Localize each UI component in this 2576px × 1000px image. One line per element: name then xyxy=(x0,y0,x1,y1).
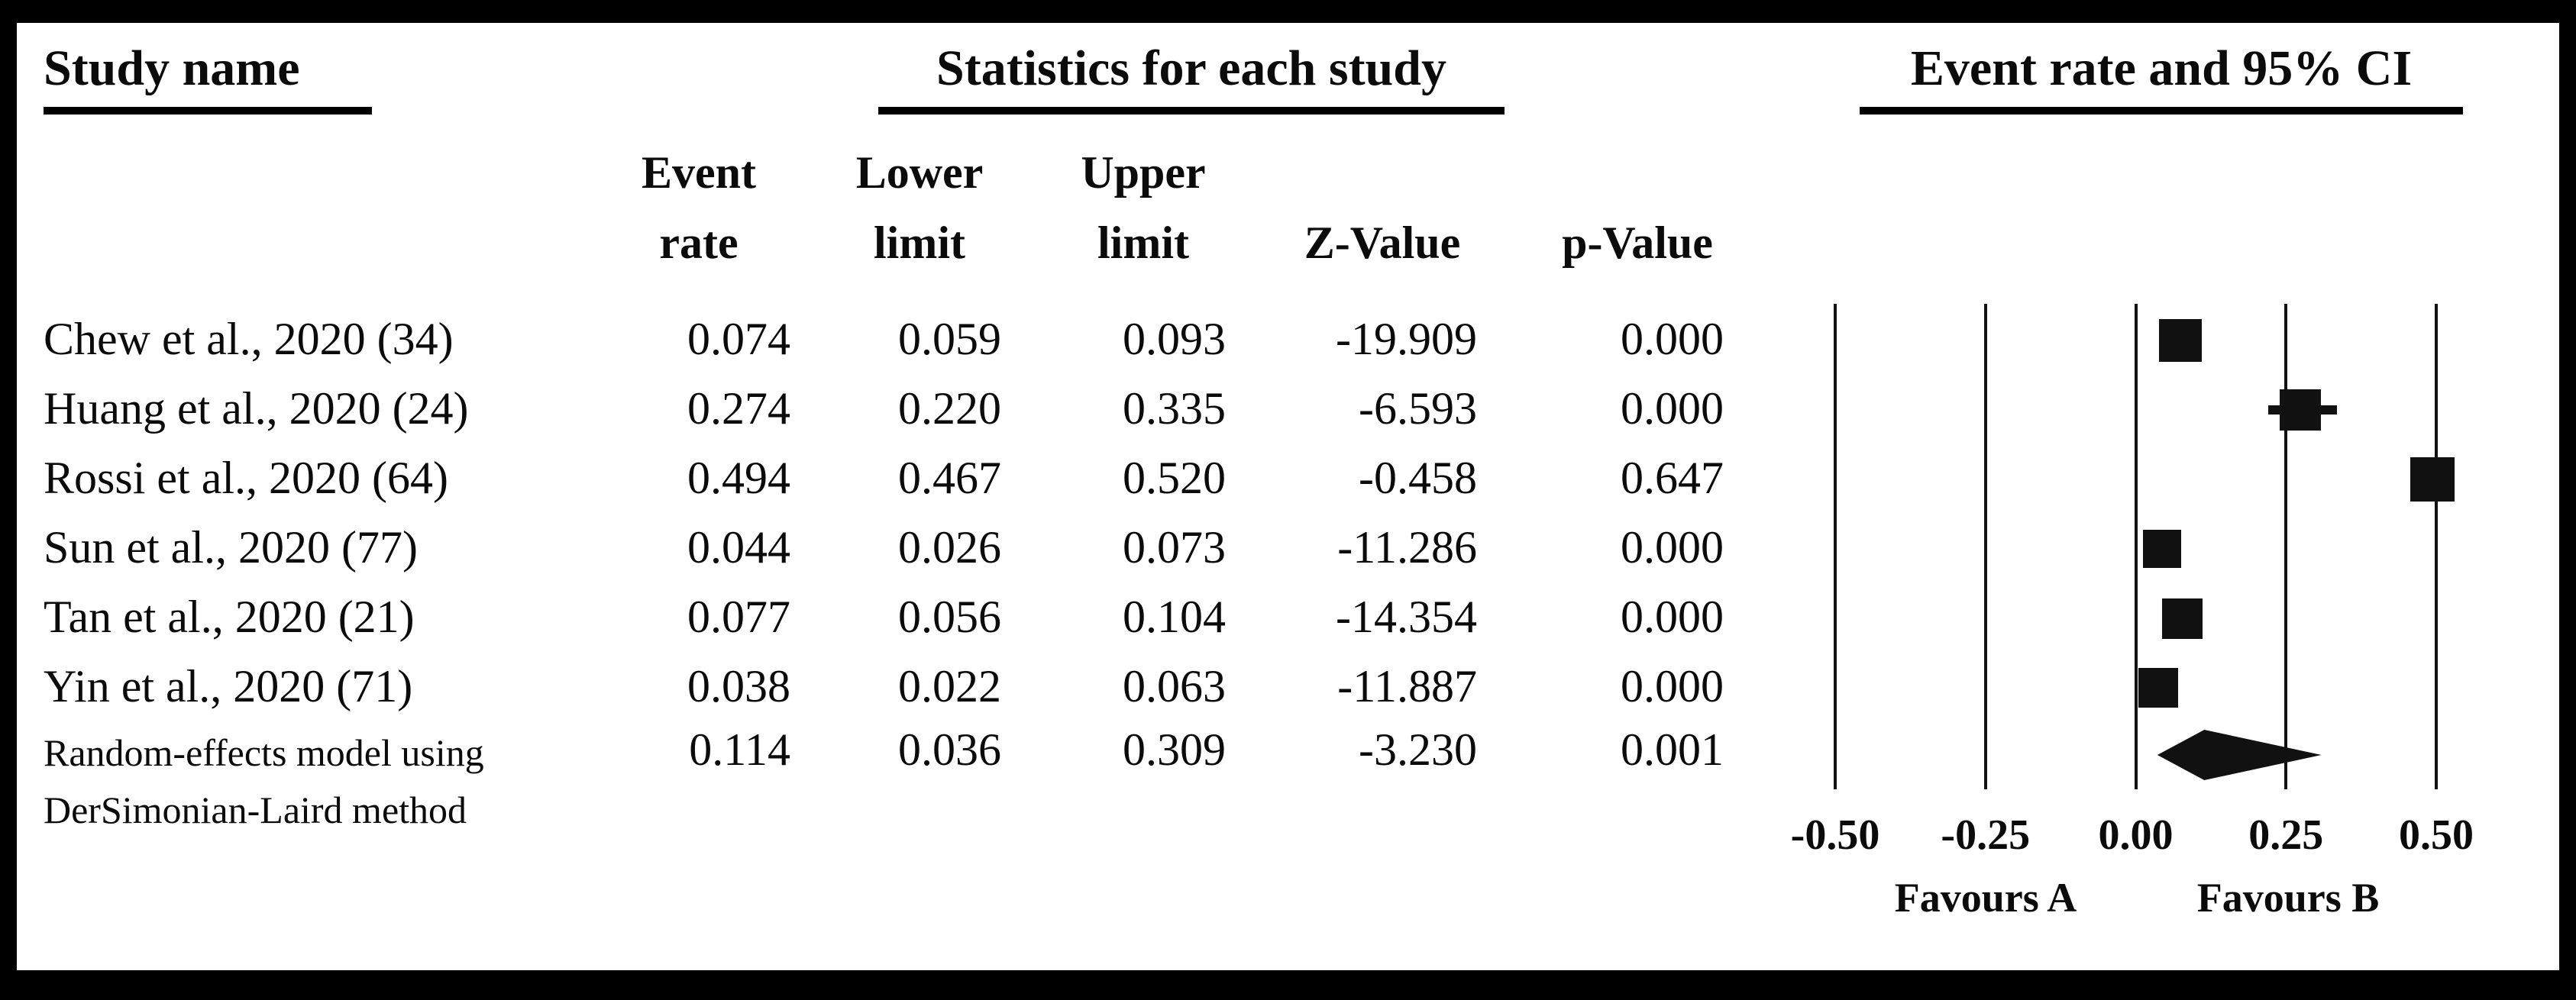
forest-square xyxy=(2280,389,2322,431)
study-p-value-cell: 0.000 xyxy=(1621,314,1724,364)
column-header-lower-limit-line1: Lower xyxy=(855,147,984,198)
summary-name-line1: Random-effects model using xyxy=(44,731,484,774)
summary-name-line2: DerSimonian-Laird method xyxy=(44,789,467,831)
study-lower-limit-cell: 0.056 xyxy=(898,592,1001,642)
study-name-cell: Huang et al., 2020 (24) xyxy=(44,383,469,434)
study-event-rate-cell: 0.494 xyxy=(687,453,790,503)
summary-lower-limit-cell: 0.036 xyxy=(898,724,1001,775)
axis-tick-label: -0.50 xyxy=(1790,811,1880,859)
forest-square xyxy=(2158,319,2202,362)
study-event-rate-cell: 0.038 xyxy=(687,661,790,711)
study-z-value-cell: -0.458 xyxy=(1359,453,1477,503)
column-header-event-rate: Event rate xyxy=(561,137,836,278)
figure-border-right xyxy=(2559,0,2576,1000)
study-p-value-cell: 0.647 xyxy=(1621,453,1724,503)
study-upper-limit-cell: 0.104 xyxy=(1123,592,1226,642)
column-header-event-rate-line2: rate xyxy=(659,218,739,268)
study-p-value-cell: 0.000 xyxy=(1621,522,1724,573)
column-header-event-rate-line1: Event xyxy=(642,147,756,198)
study-upper-limit-cell: 0.063 xyxy=(1123,661,1226,711)
study-p-value-cell: 0.000 xyxy=(1621,383,1724,434)
study-p-value-cell: 0.000 xyxy=(1621,661,1724,711)
summary-z-value-cell: -3.230 xyxy=(1359,724,1477,775)
summary-diamond xyxy=(2157,730,2322,780)
column-header-lower-limit-line2: limit xyxy=(874,218,965,268)
study-upper-limit-cell: 0.093 xyxy=(1123,314,1226,364)
summary-p-value-cell: 0.001 xyxy=(1621,724,1724,775)
column-header-lower-limit: Lower limit xyxy=(782,137,1057,278)
study-p-value-cell: 0.000 xyxy=(1621,592,1724,642)
axis-tick-label: 0.25 xyxy=(2248,811,2324,859)
column-header-upper-limit: Upper limit xyxy=(1006,137,1281,278)
study-lower-limit-cell: 0.026 xyxy=(898,522,1001,573)
column-header-upper-limit-line2: limit xyxy=(1097,218,1189,268)
study-z-value-cell: -11.286 xyxy=(1337,522,1477,573)
study-name-cell: Tan et al., 2020 (21) xyxy=(44,592,415,642)
study-z-value-cell: -6.593 xyxy=(1359,383,1477,434)
summary-event-rate-cell: 0.114 xyxy=(689,724,790,775)
favours-a-label: Favours A xyxy=(1894,875,2077,921)
forest-square xyxy=(2143,530,2182,568)
column-header-z-value: Z-Value xyxy=(1304,218,1461,268)
study-event-rate-cell: 0.074 xyxy=(687,314,790,364)
axis-grid-line xyxy=(2435,304,2438,789)
statistics-group-title: Statistics for each study xyxy=(878,38,1505,115)
axis-grid-line xyxy=(1834,304,1837,789)
event-rate-ci-group-title: Event rate and 95% CI xyxy=(1860,38,2463,115)
axis-grid-line xyxy=(1983,304,1987,789)
summary-upper-limit-cell: 0.309 xyxy=(1123,724,1226,775)
axis-tick-label: 0.50 xyxy=(2399,811,2474,859)
study-lower-limit-cell: 0.467 xyxy=(898,453,1001,503)
column-header-upper-limit-line1: Upper xyxy=(1081,147,1206,198)
figure-border-left xyxy=(0,0,17,1000)
forest-square xyxy=(2161,598,2203,639)
study-name-group-title: Study name xyxy=(44,38,372,115)
axis-tick-label: -0.25 xyxy=(1941,811,2031,859)
axis-grid-line xyxy=(2284,304,2288,789)
study-upper-limit-cell: 0.520 xyxy=(1123,453,1226,503)
study-name-cell: Rossi et al., 2020 (64) xyxy=(44,453,448,503)
study-name-cell: Chew et al., 2020 (34) xyxy=(44,314,454,364)
study-upper-limit-cell: 0.073 xyxy=(1123,522,1226,573)
study-event-rate-cell: 0.044 xyxy=(687,522,790,573)
column-header-p-value: p-Value xyxy=(1562,218,1713,268)
figure-border-bottom xyxy=(0,970,2576,1000)
axis-tick-label: 0.00 xyxy=(2098,811,2174,859)
study-name-cell: Sun et al., 2020 (77) xyxy=(44,522,418,573)
study-z-value-cell: -19.909 xyxy=(1336,314,1477,364)
study-lower-limit-cell: 0.059 xyxy=(898,314,1001,364)
forest-square xyxy=(2410,457,2455,502)
study-lower-limit-cell: 0.022 xyxy=(898,661,1001,711)
study-event-rate-cell: 0.274 xyxy=(687,383,790,434)
forest-square xyxy=(2138,668,2179,708)
favours-b-label: Favours B xyxy=(2196,875,2380,921)
axis-grid-line xyxy=(2134,304,2138,789)
study-lower-limit-cell: 0.220 xyxy=(898,383,1001,434)
study-z-value-cell: -14.354 xyxy=(1336,592,1477,642)
study-z-value-cell: -11.887 xyxy=(1337,661,1477,711)
figure-border-top xyxy=(0,0,2576,23)
study-upper-limit-cell: 0.335 xyxy=(1123,383,1226,434)
study-name-cell: Yin et al., 2020 (71) xyxy=(44,661,413,711)
study-event-rate-cell: 0.077 xyxy=(687,592,790,642)
